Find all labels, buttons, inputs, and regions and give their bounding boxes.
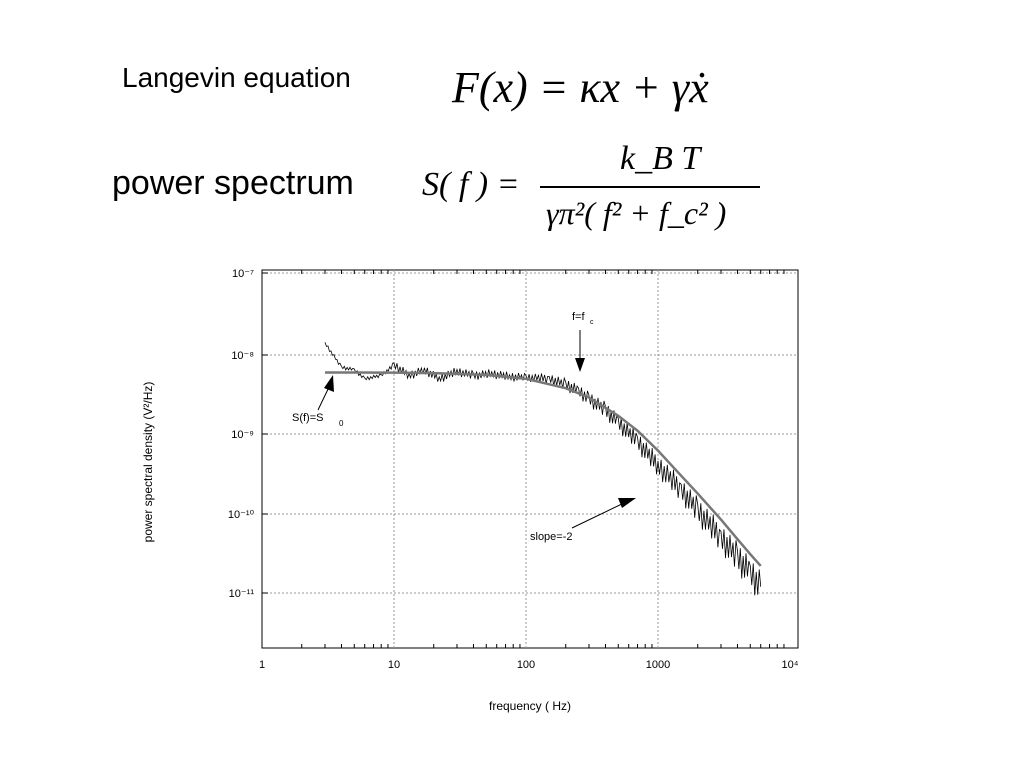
x-axis-label: frequency ( Hz) <box>489 699 571 713</box>
slope-label: slope=-2 <box>530 531 573 543</box>
measured-spectrum-line <box>324 342 762 596</box>
power-spectrum-denominator: γπ²( f² + f_c² ) <box>546 195 727 231</box>
langevin-equation-label: Langevin equation <box>122 62 351 93</box>
x-tick-label: 1 <box>259 659 265 671</box>
lorentzian-fit-line <box>324 371 762 567</box>
slope-arrow <box>571 501 627 529</box>
y-tick-label: 10⁻⁷ <box>232 268 254 280</box>
annotations: f=f c S(f)=S 0 slope=-2 <box>292 311 636 543</box>
power-spectrum-lhs: S( f ) = <box>422 166 520 203</box>
langevin-equation: F(x) = κx + γẋ <box>452 63 709 112</box>
y-ticks: 10⁻⁷ 10⁻⁸ 10⁻⁹ 10⁻¹⁰ 10⁻¹¹ <box>228 268 268 600</box>
y-tick-label: 10⁻⁸ <box>231 350 254 362</box>
x-ticks: 1 10 100 1000 10⁴ <box>259 270 799 671</box>
corner-frequency-arrowhead <box>575 358 585 372</box>
series-group <box>324 342 762 596</box>
y-axis-label: power spectral density (V²/Hz) <box>141 382 155 543</box>
plateau-subscript: 0 <box>339 419 344 428</box>
grid <box>262 270 798 648</box>
power-spectrum-label: power spectrum <box>112 164 354 202</box>
plateau-arrowhead <box>324 375 334 392</box>
fraction-bar <box>540 186 760 188</box>
y-tick-label: 10⁻⁹ <box>231 429 254 441</box>
power-spectrum-numerator: k_B T <box>620 140 701 177</box>
plot-frame <box>261 269 799 649</box>
slope-arrowhead <box>618 498 636 508</box>
y-tick-label: 10⁻¹⁰ <box>228 509 255 521</box>
corner-frequency-label: f=f <box>572 311 585 323</box>
corner-frequency-subscript: c <box>590 319 594 326</box>
x-tick-label: 1000 <box>646 659 670 671</box>
x-tick-label: 100 <box>517 659 535 671</box>
plateau-label: S(f)=S <box>292 412 323 424</box>
x-tick-label: 10 <box>388 659 400 671</box>
x-tick-label: 10⁴ <box>782 659 799 671</box>
y-tick-label: 10⁻¹¹ <box>229 588 255 600</box>
